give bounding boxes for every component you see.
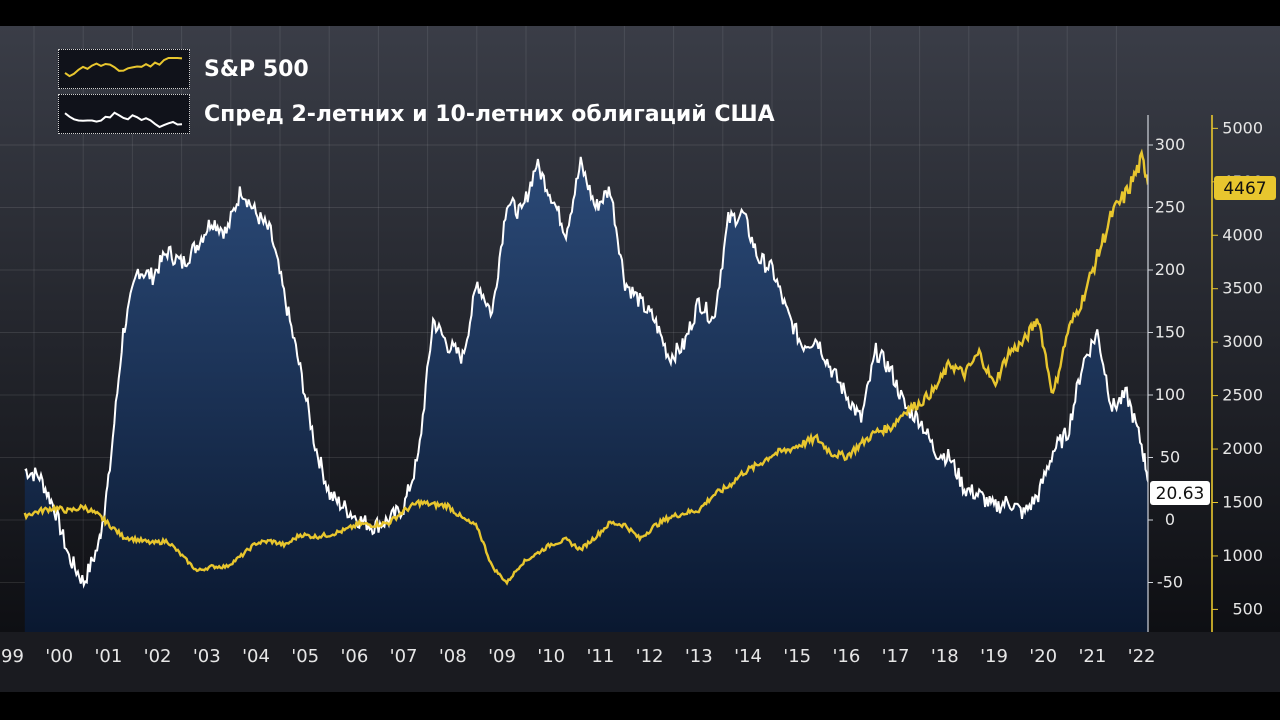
x-tick-label: '05 <box>291 646 319 667</box>
x-tick-label: '13 <box>685 646 713 667</box>
x-tick-label: '01 <box>94 646 122 667</box>
year-axis-ticks: '99 '00 '01 '02 '03 '04 '05 '06 '07 '08 '09 '10 '11 '… <box>0 646 1156 667</box>
right-tick-label: 1000 <box>1222 546 1263 565</box>
x-tick-label: '15 <box>783 646 811 667</box>
x-tick-label: '02 <box>144 646 172 667</box>
legend-swatch-spread <box>58 94 190 134</box>
x-tick-label: '09 <box>488 646 516 667</box>
x-tick-label: '16 <box>832 646 860 667</box>
right-tick-label: 1500 <box>1222 493 1263 512</box>
x-tick-label: '06 <box>340 646 368 667</box>
right-tick-label: 2500 <box>1222 386 1263 405</box>
left-tick-label: 0 <box>1165 510 1175 529</box>
left-tick-label: 200 <box>1155 260 1186 279</box>
x-tick-label: '19 <box>980 646 1008 667</box>
x-tick-label: '08 <box>439 646 467 667</box>
spread-last-value-callout: 20.63 <box>1150 481 1210 505</box>
legend-label-sp500: S&P 500 <box>204 56 309 82</box>
left-tick-label: 150 <box>1155 323 1186 342</box>
left-tick-label: 250 <box>1155 198 1186 217</box>
left-tick-label: 100 <box>1155 385 1186 404</box>
right-tick-label: 3500 <box>1222 279 1263 298</box>
sp500-axis-ticks: 500100015002000250030003500400045005000 <box>1212 118 1263 618</box>
x-tick-label: '03 <box>193 646 221 667</box>
sp500-callout-value: 4467 <box>1223 179 1266 199</box>
right-tick-label: 500 <box>1232 599 1263 618</box>
right-tick-label: 3000 <box>1222 332 1263 351</box>
x-tick-label: '17 <box>882 646 910 667</box>
x-tick-label: '12 <box>636 646 664 667</box>
spread-line <box>24 156 1148 589</box>
x-tick-label: '07 <box>390 646 418 667</box>
x-tick-label: '99 <box>0 646 24 667</box>
right-tick-label: 4000 <box>1222 225 1263 244</box>
sp500-last-value-callout: 4467 <box>1214 176 1276 200</box>
right-tick-label: 5000 <box>1222 118 1263 137</box>
right-tick-label: 2000 <box>1222 439 1263 458</box>
x-tick-label: '10 <box>537 646 565 667</box>
left-tick-label: 300 <box>1155 135 1186 154</box>
x-tick-label: '00 <box>45 646 73 667</box>
left-tick-label: 50 <box>1160 448 1180 467</box>
x-tick-label: '20 <box>1029 646 1057 667</box>
x-axis-band <box>0 632 1280 692</box>
legend-swatch-sp500 <box>58 49 190 89</box>
x-tick-label: '14 <box>734 646 762 667</box>
sp500-callout-box <box>1214 176 1276 200</box>
x-tick-label: '04 <box>242 646 270 667</box>
spread-callout-value: 20.63 <box>1156 484 1205 504</box>
spread-callout-box <box>1150 481 1210 505</box>
x-tick-label: '21 <box>1078 646 1106 667</box>
legend-label-spread: Спред 2-летних и 10-летних облигаций США <box>204 101 775 127</box>
legend-item-sp500: S&P 500 <box>58 49 309 89</box>
x-tick-label: '22 <box>1128 646 1156 667</box>
left-tick-label: -50 <box>1157 573 1183 592</box>
sp500-line <box>23 148 1148 586</box>
spread-axis-ticks: -50 0 50 100 150 200 250 300 <box>1148 135 1185 592</box>
x-tick-label: '11 <box>586 646 614 667</box>
spread-area <box>24 156 1148 632</box>
legend-item-spread: Спред 2-летних и 10-летних облигаций США <box>58 94 775 134</box>
x-tick-label: '18 <box>931 646 959 667</box>
